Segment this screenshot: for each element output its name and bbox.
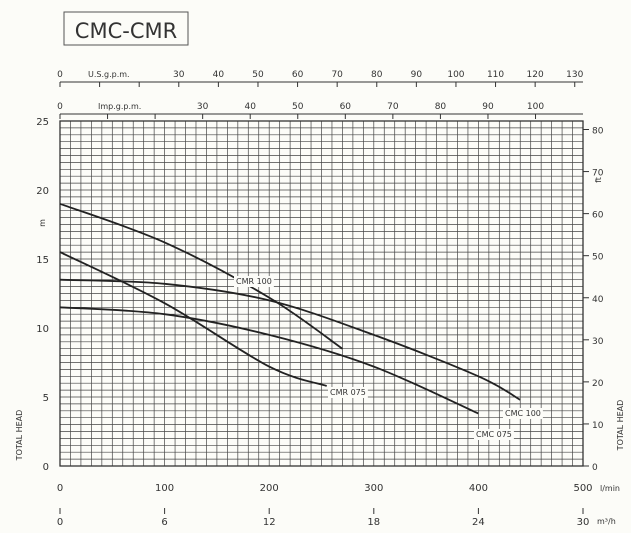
us-gpm-tick-label: 60: [292, 70, 304, 80]
imp-gpm-tick-label: 60: [340, 102, 352, 112]
m3h-tick-label: 18: [367, 517, 380, 528]
y-tick-label: 15: [36, 255, 49, 266]
series-label: CMC 100: [505, 409, 541, 418]
imp-gpm-tick-label: 0: [57, 102, 63, 112]
us-gpm-tick-label: 90: [411, 70, 423, 80]
x-tick-label: 0: [57, 483, 63, 494]
m3h-tick-label: 6: [161, 517, 167, 528]
series-line-cmr-100: [59, 202, 343, 350]
imp-gpm-tick-label: 40: [244, 102, 256, 112]
series-label: CMC 075: [476, 430, 512, 439]
us-gpm-tick-label: 30: [173, 70, 185, 80]
series-line-cmc-075: [59, 306, 479, 415]
series-label-background: [234, 276, 274, 287]
title-box: [63, 11, 189, 46]
y-tick-label: 20: [36, 186, 49, 197]
y-tick-label: 0: [43, 462, 49, 473]
imp-gpm-tick-label: 100: [527, 102, 544, 112]
imp-gpm-tick-label: 30: [197, 102, 209, 112]
y-right-tick-label: 10: [592, 421, 604, 431]
y-axis-label: TOTAL HEAD: [15, 410, 24, 462]
y-tick-label: 5: [43, 393, 49, 404]
axes: 0 5 10 15 20 25 m TOTAL HEAD TOTAL HEAD 0 10 20 30 40…: [15, 70, 625, 528]
y-right-unit-label: ft: [594, 177, 603, 183]
m3h-unit-label: m³/h: [597, 517, 616, 526]
us-gpm-tick-label: 130: [566, 70, 583, 80]
imp-gpm-tick-label: 50: [292, 102, 304, 112]
series-label: CMR 100: [236, 277, 272, 286]
imp-gpm-unit-label: Imp.g.p.m.: [98, 102, 141, 111]
m3h-tick-label: 12: [263, 517, 276, 528]
y-right-tick-label: 20: [592, 379, 604, 389]
series-label-background: [474, 429, 514, 440]
series-label-background: [503, 408, 543, 419]
y-tick-label: 25: [36, 117, 49, 128]
imp-gpm-tick-label: 90: [482, 102, 494, 112]
y-right-tick-label: 30: [592, 337, 604, 347]
chart-title: CMC-CMR: [75, 19, 177, 43]
us-gpm-tick-label: 0: [57, 70, 63, 80]
y-right-tick-label: 80: [592, 127, 604, 137]
us-gpm-tick-label: 70: [331, 70, 343, 80]
imp-gpm-tick-label: 80: [435, 102, 447, 112]
x-tick-label: 200: [260, 483, 279, 494]
x-tick-label: 300: [364, 483, 383, 494]
us-gpm-unit-label: U.S.g.p.m.: [88, 70, 130, 79]
us-gpm-tick-label: 80: [371, 70, 383, 80]
us-gpm-tick-label: 50: [252, 70, 264, 80]
x-tick-label: 100: [155, 483, 174, 494]
series-labels: CMR 100 CMR 075 CMC 100 CMC 075: [234, 276, 543, 440]
x-unit-label: l/min: [600, 484, 620, 493]
series-lines: [59, 202, 521, 415]
y-right-tick-label: 40: [592, 295, 604, 305]
m3h-tick-label: 24: [472, 517, 485, 528]
m3h-tick-label: 30: [577, 517, 590, 528]
y-axis-label-right: TOTAL HEAD: [616, 400, 625, 452]
y-right-tick-label: 50: [592, 253, 604, 263]
us-gpm-tick-label: 40: [213, 70, 225, 80]
series-line-cmr-075: [59, 251, 327, 387]
us-gpm-tick-label: 100: [447, 70, 464, 80]
series-label: CMR 075: [330, 388, 366, 397]
y-unit-label: m: [38, 219, 47, 227]
plot-frame: [59, 120, 584, 467]
x-tick-label: 500: [573, 483, 592, 494]
imp-gpm-tick-label: 70: [387, 102, 399, 112]
x-tick-label: 400: [469, 483, 488, 494]
series-label-background: [328, 387, 368, 398]
y-tick-label: 10: [36, 324, 49, 335]
y-right-tick-label: 0: [592, 463, 598, 473]
us-gpm-tick-label: 120: [527, 70, 544, 80]
series-line-cmc-100: [59, 278, 521, 401]
m3h-tick-label: 0: [57, 517, 63, 528]
y-right-tick-label: 70: [592, 169, 604, 179]
us-gpm-tick-label: 110: [487, 70, 504, 80]
y-right-tick-label: 60: [592, 211, 604, 221]
